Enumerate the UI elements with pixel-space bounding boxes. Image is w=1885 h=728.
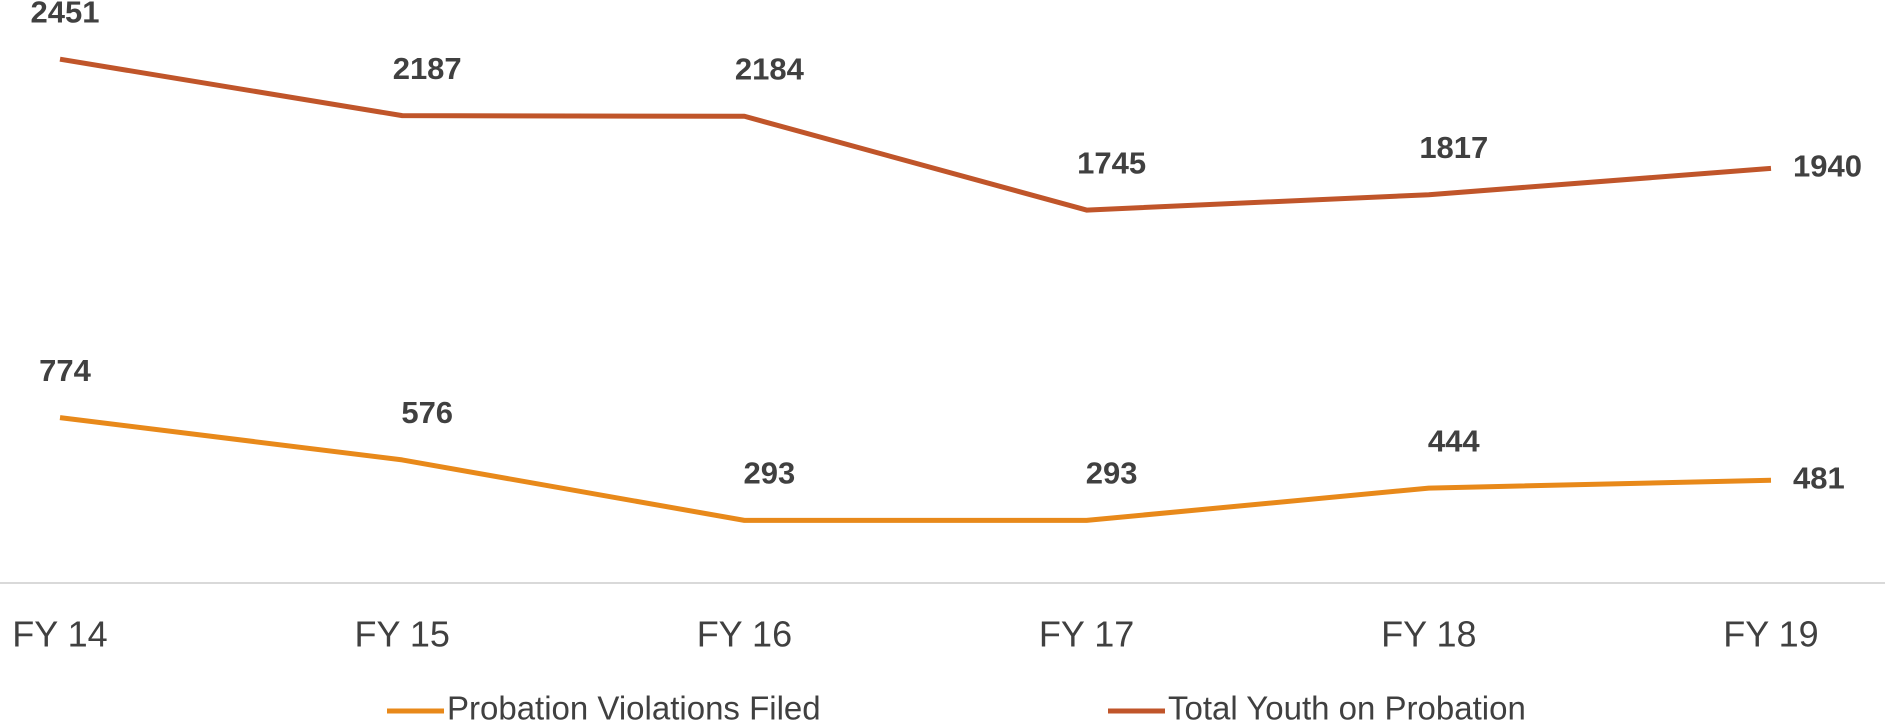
x-tick-label: FY 18 (1381, 614, 1476, 655)
series-line (59, 56, 1772, 213)
data-label: 1940 (1793, 149, 1862, 184)
data-label: 2187 (393, 51, 462, 86)
legend-label: Probation Violations Filed (447, 690, 821, 727)
x-tick-label: FY 17 (1039, 614, 1134, 655)
data-label: 2451 (31, 0, 100, 29)
data-label: 481 (1793, 460, 1845, 495)
x-tick-label: FY 14 (12, 614, 107, 655)
legend-label: Total Youth on Probation (1168, 690, 1526, 727)
data-label: 293 (1086, 456, 1138, 491)
data-label: 1817 (1419, 130, 1488, 165)
series-line (59, 415, 1772, 523)
data-label: 576 (401, 395, 453, 430)
data-label: 293 (744, 456, 796, 491)
data-label: 444 (1428, 423, 1480, 458)
data-label: 2184 (735, 51, 805, 86)
x-tick-label: FY 19 (1723, 614, 1818, 655)
x-tick-label: FY 16 (697, 614, 792, 655)
x-tick-label: FY 15 (354, 614, 449, 655)
data-label: 1745 (1077, 145, 1146, 180)
data-label: 774 (39, 353, 91, 388)
